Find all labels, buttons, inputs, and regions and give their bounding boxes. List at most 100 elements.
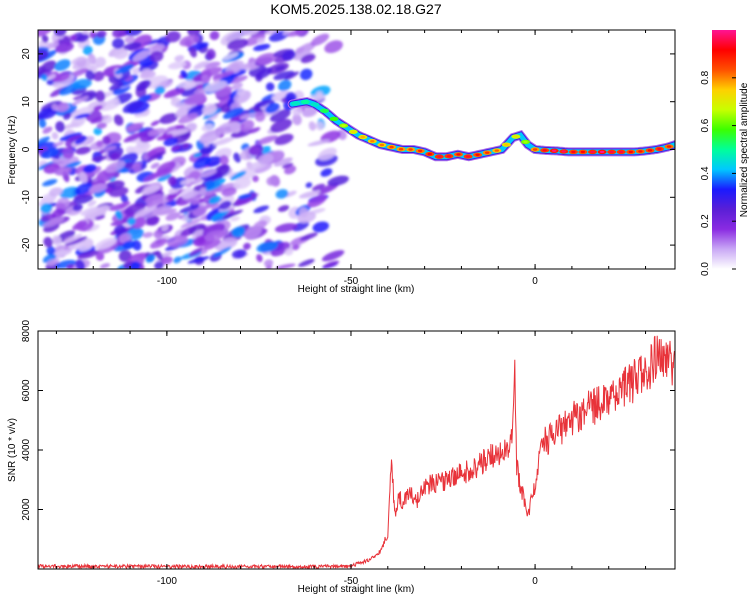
spectrogram-noise-blob <box>139 70 156 80</box>
spectrogram-ridge-core <box>418 149 423 153</box>
spectrogram-noise-blob <box>40 202 52 214</box>
spectrogram-noise-blob <box>256 241 278 253</box>
spectrogram-noise-blob <box>295 46 305 54</box>
spectrogram-noise-blob <box>281 50 296 61</box>
spectrogram-noise-blob <box>145 194 164 205</box>
colorbar-ticks: 0.0 0.2 0.4 0.6 0.8 <box>700 70 736 276</box>
spectrogram-noise-blob <box>102 135 111 145</box>
spectrogram-noise-blob <box>299 232 318 241</box>
colorbar-label: Normalized spectral amplitude <box>739 82 750 217</box>
figure-title: KOM5.2025.138.02.18.G27 <box>270 1 441 17</box>
spectrogram-noise-blob <box>284 247 294 256</box>
spectrogram-noise-blob <box>124 35 135 44</box>
spectrogram-noise-blob <box>147 146 166 158</box>
spectrogram-noise-blob <box>72 57 94 70</box>
spectrogram-noise-blob <box>119 201 131 208</box>
spectrogram-noise-blob <box>95 214 106 220</box>
spectrogram-noise-blob <box>281 162 294 169</box>
spectrogram-noise-blob <box>188 170 201 181</box>
spectrogram-noise-blob <box>42 179 58 187</box>
spectrogram-noise-blob <box>133 206 156 217</box>
spectrogram-noise-blob <box>206 48 216 60</box>
spectrogram-ridge-core <box>456 153 461 156</box>
spectrogram-ridge-core <box>638 150 643 153</box>
spectrogram-noise-blob <box>201 66 223 78</box>
y-tick-label: 20 <box>21 48 32 60</box>
spectrogram-noise-blob <box>166 235 188 247</box>
spectrogram-noise-blob <box>253 43 271 52</box>
spectrogram-noise-blob <box>273 157 293 167</box>
spectrogram-noise-blob <box>222 107 244 120</box>
spectrogram-noise-blob <box>93 127 103 136</box>
spectrogram-noise-blob <box>180 218 202 229</box>
spectrogram-noise-blob <box>193 152 203 158</box>
x-tick-label: -100 <box>157 576 177 587</box>
spectrogram-noise-blob <box>104 146 117 152</box>
spectrogram-noise-blob <box>91 155 108 162</box>
spectrogram-noise-blob <box>257 153 274 165</box>
spectrogram-noise-blob <box>254 111 266 122</box>
spectrogram-noise-blob <box>317 147 337 161</box>
spectrogram-noise-blob <box>199 146 213 155</box>
spectrogram-noise-blob <box>142 231 154 238</box>
spectrogram-noise-blob <box>273 70 295 81</box>
spectrogram-ridge-core <box>427 152 432 156</box>
spectrogram-noise-blob <box>136 79 151 91</box>
spectrogram-noise-blob <box>38 118 47 129</box>
spectrogram-noise-blob <box>175 102 197 118</box>
spectrogram-noise-blob <box>130 261 141 269</box>
spectrogram-noise-blob <box>244 34 266 46</box>
spectrogram-ridge-core <box>494 149 499 152</box>
spectrogram-noise-blob <box>165 188 185 200</box>
spectrogram-ridge-core <box>628 150 633 154</box>
spectrogram-noise-blob <box>149 238 168 249</box>
spectrogram-noise-blob <box>315 121 325 131</box>
spectrogram-ridge-core <box>590 150 595 154</box>
spectrogram-ridge-core <box>465 155 471 158</box>
spectrogram-noise-blob <box>218 205 236 212</box>
y-tick-label: -20 <box>21 237 32 252</box>
spectrogram-noise-blob <box>213 137 235 146</box>
spectrogram-noise-blob <box>253 163 273 174</box>
spectrogram-noise-blob <box>85 70 95 81</box>
spectrogram-noise-blob <box>54 166 72 176</box>
spectrogram-noise-blob <box>308 121 316 131</box>
spectrogram-noise-blob <box>80 206 99 216</box>
spectrogram-noise-blob <box>62 147 75 159</box>
spectrogram-noise-blob <box>149 50 164 62</box>
spectrogram-noise-blob <box>113 114 124 126</box>
spectrogram-noise-blob <box>292 244 300 251</box>
spectrogram-noise-blob <box>94 237 118 250</box>
spectrogram-noise-blob <box>125 30 143 37</box>
spectrogram-noise-blob <box>307 194 327 208</box>
spectrogram-noise-blob <box>243 242 251 250</box>
spectrogram-noise-blob <box>203 239 222 251</box>
spectrogram-noise-blob <box>211 209 230 220</box>
spectrogram-noise-blob <box>55 42 74 53</box>
spectrogram-noise-blob <box>208 195 221 205</box>
spectrogram-noise-blob <box>204 185 223 196</box>
spectrogram-x-ticks: -100 -50 0 <box>55 30 647 287</box>
spectrogram-noise-blob <box>77 34 90 43</box>
spectrogram-noise-blob <box>109 81 124 92</box>
spectrogram-noise-blob <box>199 169 217 178</box>
spectrogram-noise-blob <box>238 167 256 180</box>
spectrogram-noise-blob <box>261 93 276 102</box>
spectrogram-noise-blob <box>150 120 161 127</box>
spectrogram-ridge-core <box>561 150 566 153</box>
spectrogram-noise-blob <box>179 34 199 47</box>
spectrogram-noise-blob <box>225 60 244 74</box>
spectrogram-noise-blob <box>263 259 274 267</box>
spectrogram-noise-blob <box>112 38 125 49</box>
spectrogram-noise-blob <box>52 73 75 89</box>
spectrogram-noise-blob <box>274 133 294 146</box>
spectrogram-ridge-core <box>408 148 413 151</box>
spectrogram-noise-blob <box>170 97 181 107</box>
colorbar-tick-label: 0.0 <box>700 262 711 276</box>
spectrogram-noise-blob <box>252 175 259 183</box>
spectrogram-noise-blob <box>161 194 169 202</box>
spectrogram-noise-blob <box>265 102 280 114</box>
spectrogram-noise-blob <box>59 186 81 199</box>
spectrogram-noise-blob <box>316 91 323 98</box>
